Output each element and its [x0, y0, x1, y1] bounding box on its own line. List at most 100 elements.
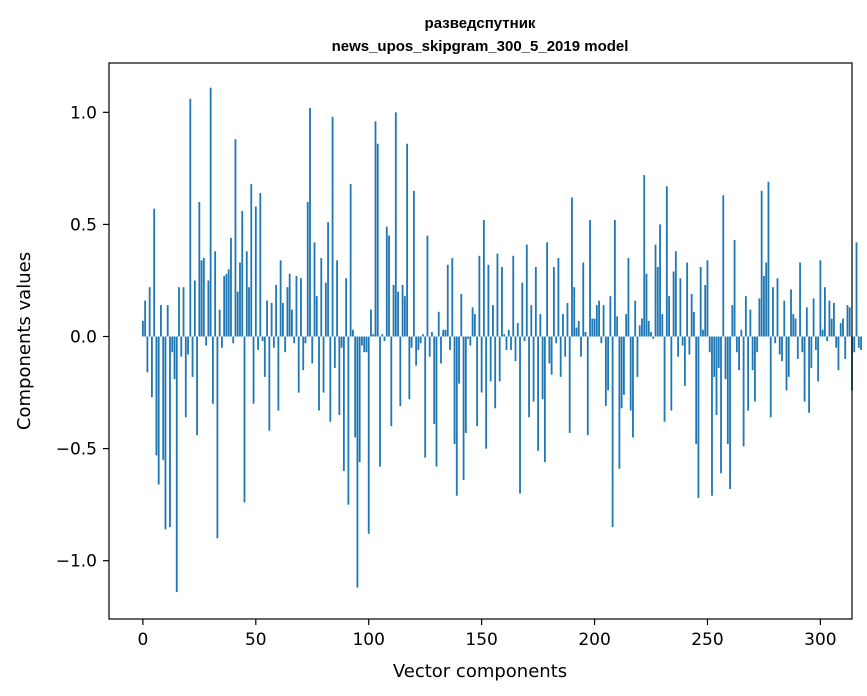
chart-title-line-2: news_upos_skipgram_300_5_2019 model: [332, 38, 629, 55]
bar: [783, 300, 786, 337]
bar: [218, 309, 221, 337]
bar: [211, 336, 214, 404]
bar: [731, 305, 734, 337]
bar: [848, 307, 851, 337]
bar: [379, 336, 381, 467]
bar: [787, 336, 790, 377]
bar: [333, 336, 336, 368]
bar: [855, 242, 858, 337]
bar: [629, 336, 632, 411]
bar: [492, 305, 494, 337]
bar: [408, 336, 411, 400]
bar: [496, 253, 499, 337]
bar: [424, 336, 427, 458]
bar: [790, 289, 792, 337]
bar: [663, 336, 666, 422]
bar: [383, 336, 386, 341]
bar: [275, 284, 278, 337]
bar: [417, 336, 420, 350]
bar: [835, 336, 838, 348]
bar: [476, 336, 479, 427]
bar: [670, 336, 673, 411]
bar: [571, 197, 573, 337]
bar: [453, 336, 456, 445]
bar: [426, 235, 429, 337]
bar: [297, 336, 300, 393]
bar: [595, 305, 598, 337]
x-tick-label: 300: [804, 630, 836, 650]
bar: [668, 296, 670, 337]
bar: [568, 336, 571, 433]
bar: [713, 336, 716, 377]
bar: [291, 309, 293, 337]
bar: [758, 298, 761, 337]
bar: [785, 336, 788, 391]
bar: [412, 190, 415, 337]
bar: [706, 260, 709, 337]
bar: [144, 300, 147, 337]
bar: [647, 320, 650, 337]
bar: [478, 255, 481, 337]
bar: [555, 336, 558, 344]
bar: [559, 336, 562, 377]
bar: [552, 267, 555, 337]
bar: [510, 336, 512, 350]
bar: [693, 311, 695, 337]
bar: [796, 336, 799, 359]
bar: [460, 293, 463, 337]
bar: [539, 314, 542, 337]
bar: [830, 318, 833, 337]
bar: [699, 267, 702, 337]
bar: [458, 336, 460, 384]
bar: [306, 202, 309, 337]
bar: [742, 336, 745, 447]
bar: [268, 336, 271, 431]
bar: [173, 336, 176, 380]
bar: [724, 336, 727, 380]
bar: [498, 336, 501, 382]
bar: [519, 336, 521, 494]
bar: [205, 336, 208, 346]
bar: [261, 336, 264, 341]
bar: [446, 264, 449, 337]
bar: [566, 302, 569, 337]
bar: [690, 293, 693, 337]
bar: [726, 336, 729, 445]
bar: [763, 275, 765, 337]
bar: [241, 210, 244, 337]
bar: [674, 251, 677, 337]
bar: [442, 329, 445, 337]
bar: [740, 329, 743, 337]
bar: [370, 309, 372, 337]
x-tick-label: 50: [245, 630, 267, 650]
bar: [733, 240, 736, 337]
bar: [600, 336, 603, 344]
bar: [643, 175, 646, 337]
bar: [347, 336, 350, 505]
bar: [548, 336, 551, 364]
bar: [467, 336, 469, 339]
bar: [390, 336, 393, 427]
bar: [641, 318, 643, 337]
bar: [765, 262, 768, 337]
bar: [311, 336, 314, 364]
bar: [634, 300, 637, 337]
bar: [216, 336, 219, 539]
bar: [444, 329, 447, 337]
bar: [433, 336, 436, 424]
x-tick-label: 200: [578, 630, 610, 650]
x-tick-label: 0: [137, 630, 148, 650]
bar: [155, 336, 158, 456]
bar: [523, 336, 526, 341]
bar: [381, 334, 384, 337]
bar: [153, 208, 156, 337]
bar: [189, 98, 192, 337]
bar: [828, 300, 831, 337]
x-tick-label: 150: [465, 630, 497, 650]
bar: [191, 336, 194, 377]
bar: [665, 186, 668, 337]
bar: [503, 334, 506, 337]
bar: [620, 336, 623, 409]
bar: [440, 336, 442, 364]
